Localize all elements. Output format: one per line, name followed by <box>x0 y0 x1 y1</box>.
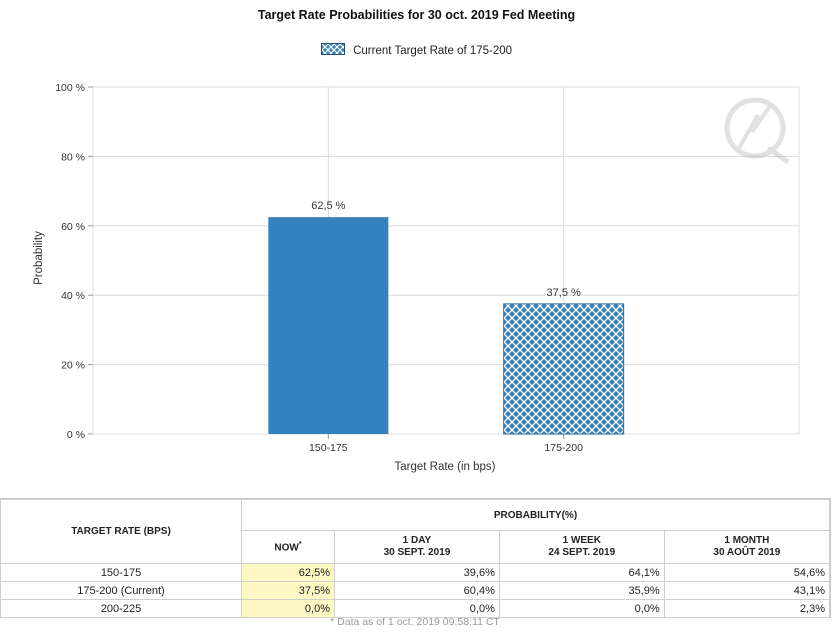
probability-table: TARGET RATE (BPS) PROBABILITY(%) NOW* 1 … <box>0 498 831 618</box>
value-cell-now: 0,0% <box>241 599 335 618</box>
chart-title: Target Rate Probabilities for 30 oct. 20… <box>257 8 576 22</box>
x-tick-label: 150-175 <box>309 442 348 454</box>
col-1day-header: 1 DAY 30 SEPT. 2019 <box>334 530 500 564</box>
bar-data-label: 62,5 % <box>311 200 345 212</box>
y-tick-label: 60 % <box>61 221 85 233</box>
bar-175-200[interactable] <box>503 303 625 435</box>
value-cell-now: 62,5% <box>241 563 335 582</box>
value-cell: 2,3% <box>663 599 831 618</box>
col-1month-header: 1 MONTH 30 AOÛT 2019 <box>663 530 831 564</box>
x-tick-label: 175-200 <box>544 442 583 454</box>
col-now-header: NOW* <box>241 530 335 564</box>
value-cell: 0,0% <box>498 599 665 618</box>
plot-area <box>92 86 800 435</box>
legend-label: Current Target Rate of 175-200 <box>353 45 513 57</box>
value-cell: 0,0% <box>334 599 500 618</box>
rate-cell: 150-175 <box>0 563 242 582</box>
y-tick-label: 0 % <box>67 429 85 441</box>
value-cell: 60,4% <box>334 581 500 600</box>
col-1week-header: 1 WEEK 24 SEPT. 2019 <box>498 530 665 564</box>
y-tick-label: 100 % <box>55 82 85 94</box>
probability-header: PROBABILITY(%) <box>241 499 830 531</box>
value-cell: 43,1% <box>663 581 831 600</box>
y-tick-label: 80 % <box>61 151 85 163</box>
rate-cell: 175-200 (Current) <box>0 581 242 600</box>
y-tick-label: 20 % <box>61 360 85 372</box>
x-axis-label: Target Rate (in bps) <box>395 461 496 473</box>
data-timestamp-footnote: * Data as of 1 oct. 2019 09:58:11 CT <box>330 616 500 628</box>
bar-150-175[interactable] <box>268 217 389 434</box>
rate-cell: 200-225 <box>0 599 242 618</box>
value-cell: 35,9% <box>498 581 665 600</box>
table-row: 175-200 (Current) 37,5% 60,4% 35,9% 43,1… <box>0 581 831 600</box>
value-cell: 54,6% <box>663 563 831 582</box>
value-cell: 64,1% <box>498 563 665 582</box>
value-cell-now: 37,5% <box>241 581 335 600</box>
value-cell: 39,6% <box>334 563 500 582</box>
legend-hatch-swatch <box>320 43 345 55</box>
watermark-logo <box>724 97 790 165</box>
table-row: 200-225 0,0% 0,0% 0,0% 2,3% <box>0 599 831 618</box>
table-row: 150-175 62,5% 39,6% 64,1% 54,6% <box>0 563 831 582</box>
target-rate-header: TARGET RATE (BPS) <box>0 499 242 564</box>
bar-chart: 0 % 20 % 40 % 60 % 80 % 100 % 62,5 % 150-175 37,… <box>33 82 800 473</box>
y-axis-label: Probability <box>33 231 45 285</box>
y-tick-label: 40 % <box>61 290 85 302</box>
chart-legend[interactable]: Current Target Rate of 175-200 <box>0 43 833 57</box>
bar-data-label: 37,5 % <box>547 287 581 299</box>
